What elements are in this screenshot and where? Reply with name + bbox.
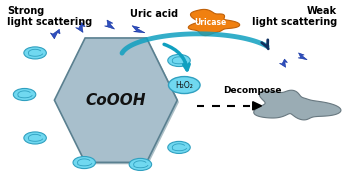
Polygon shape <box>298 53 307 60</box>
Polygon shape <box>279 59 287 67</box>
Polygon shape <box>51 29 60 39</box>
Polygon shape <box>254 90 341 120</box>
Text: H₂O₂: H₂O₂ <box>176 81 193 90</box>
Polygon shape <box>54 38 177 162</box>
Text: Weak
light scattering: Weak light scattering <box>252 6 337 27</box>
Circle shape <box>168 54 190 67</box>
Circle shape <box>168 141 190 153</box>
Polygon shape <box>188 9 240 36</box>
Circle shape <box>73 156 95 169</box>
Polygon shape <box>132 26 145 33</box>
Polygon shape <box>75 22 85 33</box>
Polygon shape <box>56 40 179 164</box>
Circle shape <box>168 77 200 94</box>
Text: Uricase: Uricase <box>194 18 227 27</box>
Circle shape <box>24 47 46 59</box>
Polygon shape <box>105 20 114 29</box>
Circle shape <box>24 132 46 144</box>
Text: Uric acid: Uric acid <box>130 9 178 19</box>
Polygon shape <box>253 102 261 110</box>
Circle shape <box>129 158 152 170</box>
Circle shape <box>13 88 36 101</box>
Text: Strong
light scattering: Strong light scattering <box>7 6 92 27</box>
Text: Decompose: Decompose <box>223 86 282 95</box>
Text: CoOOH: CoOOH <box>86 93 146 108</box>
